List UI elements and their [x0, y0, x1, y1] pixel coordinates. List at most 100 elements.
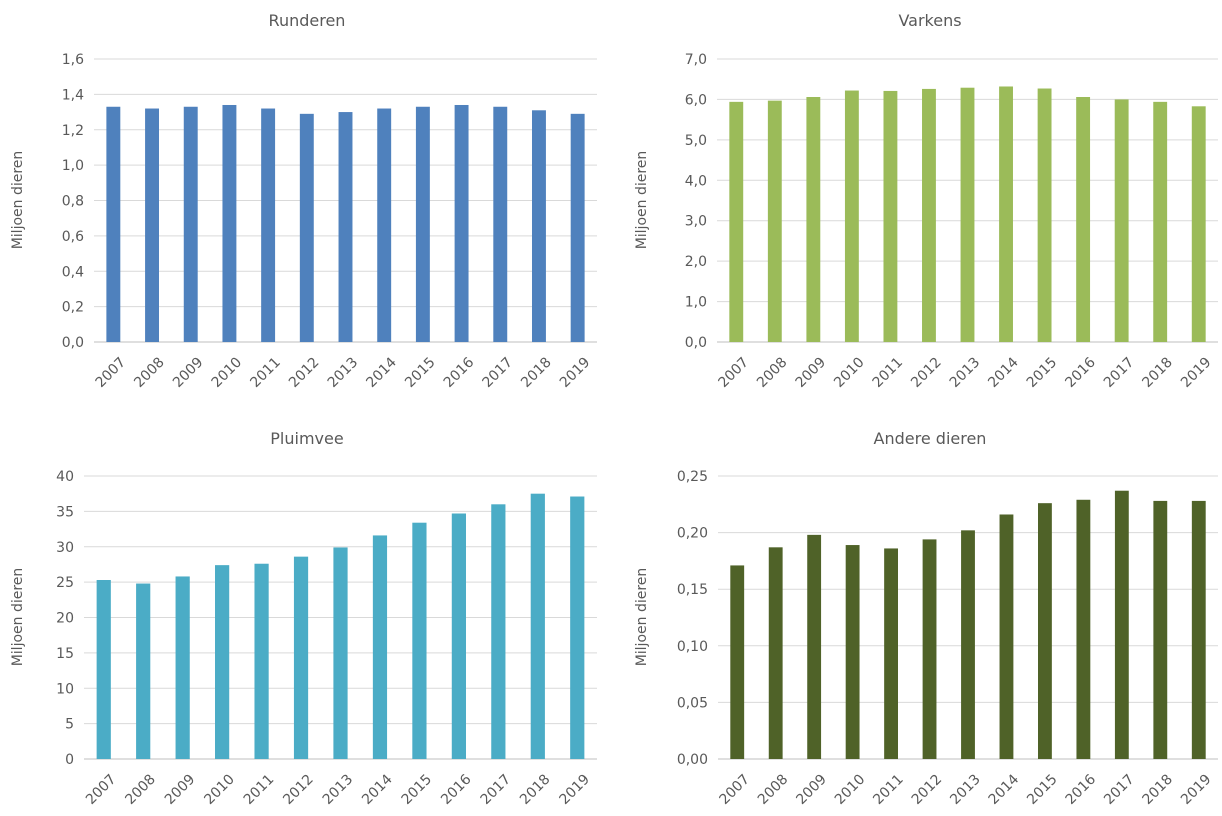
chart-title: Pluimvee [270, 429, 343, 448]
y-tick-label: 4,0 [685, 173, 707, 189]
x-tick-label: 2013 [947, 771, 984, 808]
x-tick-label: 2012 [908, 354, 945, 391]
y-tick-label: 5 [65, 717, 74, 733]
y-tick-label: 1,0 [62, 158, 84, 174]
bar-2009 [183, 106, 198, 342]
bar-2007 [729, 101, 744, 343]
chart-panel-0: Runderen Miljoen dieren 0,0 0,2 0,4 0,6 0,8 1,0… [10, 11, 597, 391]
x-tick-label: 2014 [985, 354, 1022, 391]
bar-2010 [222, 104, 237, 342]
x-tick-label: 2007 [93, 354, 130, 391]
bar-2019 [1191, 500, 1206, 759]
x-tick-label: 2008 [754, 354, 791, 391]
x-tick-label: 2014 [359, 771, 396, 808]
x-tick-label: 2015 [1024, 771, 1061, 808]
bar-2010 [215, 565, 230, 759]
bar-2009 [806, 97, 821, 342]
x-tick-label: 2010 [201, 771, 238, 808]
y-tick-label: 35 [56, 504, 74, 520]
chart-panel-3: Andere dieren Miljoen dieren 0,00 0,05 0,10 0… [634, 429, 1218, 808]
bar-2010 [844, 90, 859, 342]
x-tick-label: 2019 [1178, 354, 1215, 391]
bar-2012 [922, 88, 936, 342]
bar-2008 [136, 583, 151, 759]
y-tick-label: 1,0 [685, 295, 707, 311]
bar-2008 [145, 108, 160, 343]
bar-2014 [377, 108, 392, 343]
x-tick-label: 2010 [209, 354, 246, 391]
y-tick-label: 0,15 [677, 582, 708, 598]
bar-2010 [845, 545, 860, 759]
x-tick-label: 2016 [441, 354, 478, 391]
x-tick-label: 2009 [170, 354, 207, 391]
y-tick-label: 25 [56, 575, 74, 591]
y-tick-label: 0,4 [62, 264, 84, 280]
chart-title: Varkens [898, 11, 961, 30]
bar-2009 [175, 576, 190, 759]
x-tick-label: 2019 [557, 354, 594, 391]
y-tick-label: 6,0 [685, 92, 707, 108]
bar-2013 [338, 112, 353, 342]
x-tick-label: 2009 [162, 771, 199, 808]
y-tick-label: 0,00 [677, 752, 708, 768]
x-tick-label: 2013 [947, 354, 984, 391]
x-tick-label: 2019 [1178, 771, 1215, 808]
y-tick-label: 0,2 [62, 300, 84, 316]
bar-2019 [1191, 106, 1206, 343]
x-tick-label: 2007 [83, 771, 120, 808]
y-tick-label: 0,25 [677, 469, 708, 485]
x-tick-label: 2014 [986, 771, 1023, 808]
y-tick-label: 0,05 [677, 695, 708, 711]
bar-2008 [768, 547, 783, 759]
x-tick-label: 2015 [399, 771, 436, 808]
y-tick-label: 30 [56, 540, 74, 556]
y-tick-label: 0,6 [62, 229, 84, 245]
x-tick-label: 2018 [517, 771, 554, 808]
bar-2011 [261, 108, 276, 343]
x-tick-label: 2015 [402, 354, 439, 391]
bar-2017 [1114, 490, 1129, 759]
bar-2013 [960, 87, 975, 342]
y-tick-label: 1,2 [62, 123, 84, 139]
y-tick-label: 20 [56, 611, 74, 627]
bar-2015 [1038, 503, 1052, 759]
x-tick-label: 2017 [1101, 354, 1138, 391]
bar-2018 [1153, 101, 1168, 343]
bar-2014 [372, 535, 388, 759]
bar-2013 [961, 530, 975, 759]
x-tick-label: 2011 [241, 771, 278, 808]
y-tick-label: 1,4 [62, 87, 84, 103]
x-tick-label: 2018 [1139, 354, 1176, 391]
x-tick-label: 2009 [793, 354, 830, 391]
bar-2017 [493, 106, 508, 342]
x-tick-label: 2013 [320, 771, 357, 808]
bar-2019 [570, 496, 585, 759]
y-axis-label: Miljoen dieren [634, 568, 650, 667]
bar-2016 [451, 513, 466, 759]
x-tick-label: 2018 [518, 354, 555, 391]
bar-2007 [730, 565, 745, 759]
x-tick-label: 2016 [1063, 771, 1100, 808]
x-tick-label: 2010 [831, 354, 868, 391]
x-tick-label: 2013 [325, 354, 362, 391]
chart-title: Runderen [269, 11, 346, 30]
bar-2012 [299, 113, 314, 342]
y-tick-label: 3,0 [685, 214, 707, 230]
y-tick-label: 15 [56, 646, 74, 662]
bar-2007 [96, 580, 111, 759]
y-tick-label: 0,8 [62, 194, 84, 210]
x-tick-label: 2008 [122, 771, 159, 808]
x-tick-label: 2008 [755, 771, 792, 808]
bar-2013 [333, 547, 348, 759]
bar-2009 [807, 534, 822, 759]
bar-2016 [1076, 97, 1091, 342]
y-axis-label: Miljoen dieren [634, 151, 650, 250]
x-tick-label: 2019 [557, 771, 594, 808]
bar-2015 [412, 522, 427, 759]
y-tick-label: 0,0 [62, 335, 84, 351]
y-tick-label: 2,0 [685, 254, 707, 270]
bar-2016 [454, 104, 469, 342]
x-tick-label: 2012 [286, 354, 323, 391]
chart-panel-1: Varkens Miljoen dieren 0,0 1,0 2,0 3,0 4,0 5,0 6… [634, 11, 1218, 391]
